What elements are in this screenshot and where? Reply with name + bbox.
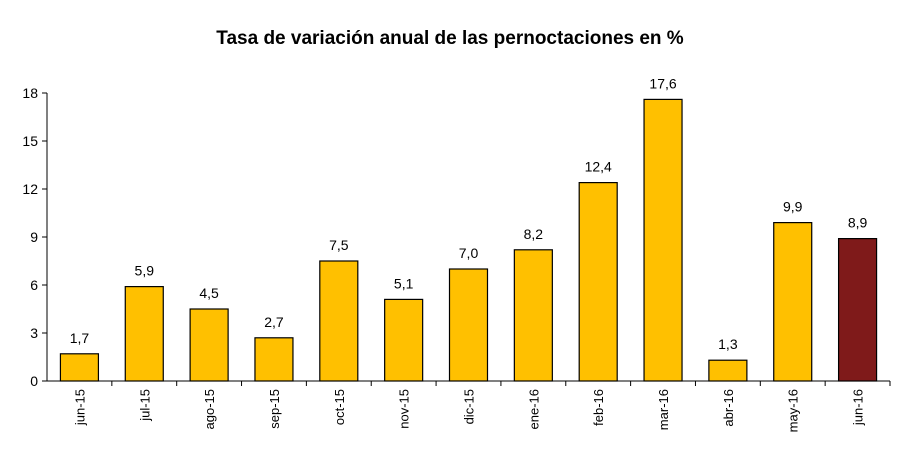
data-label-oct-15: 7,5 [329,237,349,253]
data-label-jun-15: 1,7 [70,330,90,346]
bar-feb-16 [578,182,618,382]
data-label-dic-15: 7,0 [459,245,479,261]
bar-ago-15 [189,308,229,382]
x-tick-label-jun-16: jun-16 [851,389,866,426]
data-label-may-16: 9,9 [783,199,803,215]
bar-jul-15 [124,286,164,382]
bar-sep-15 [254,337,294,382]
x-tick-label-ago-15: ago-15 [202,389,217,429]
x-tick-label-abr-16: abr-16 [721,389,736,427]
x-tick-label-dic-15: dic-15 [462,389,477,424]
bar-ene-16 [513,249,553,382]
bar-mar-16 [643,98,683,382]
y-tick-label: 0 [30,373,38,389]
data-label-abr-16: 1,3 [718,336,738,352]
data-label-ago-15: 4,5 [199,285,219,301]
data-label-ene-16: 8,2 [524,226,544,242]
x-tick-label-mar-16: mar-16 [656,389,671,430]
x-tick-label-sep-15: sep-15 [267,389,282,429]
x-tick-label-jun-15: jun-15 [72,389,87,426]
y-tick-label: 18 [22,85,38,101]
bar-jun-16 [837,238,878,382]
bar-dic-15 [448,268,489,382]
data-label-nov-15: 5,1 [394,275,414,291]
y-tick-label: 6 [30,277,38,293]
y-tick-label: 12 [22,181,38,197]
y-tick-label: 9 [30,229,38,245]
data-label-jun-16: 8,9 [848,215,868,231]
y-tick-label: 3 [30,325,38,341]
x-tick-label-nov-15: nov-15 [397,389,412,429]
data-label-sep-15: 2,7 [264,314,284,330]
x-tick-label-jul-15: jul-15 [137,389,152,422]
bar-abr-16 [708,359,748,382]
data-label-mar-16: 17,6 [649,75,676,91]
y-tick-label: 15 [22,133,38,149]
chart-title: Tasa de variación anual de las pernoctac… [216,28,684,49]
data-label-feb-16: 12,4 [585,159,612,175]
bar-may-16 [773,222,813,382]
bar-jun-15 [59,353,100,382]
x-tick-label-feb-16: feb-16 [591,389,606,426]
x-tick-label-oct-15: oct-15 [332,389,347,425]
x-tick-label-may-16: may-16 [786,389,801,432]
bar-nov-15 [384,298,424,382]
bar-oct-15 [319,260,359,382]
x-tick-label-ene-16: ene-16 [526,389,541,429]
data-label-jul-15: 5,9 [135,263,155,279]
